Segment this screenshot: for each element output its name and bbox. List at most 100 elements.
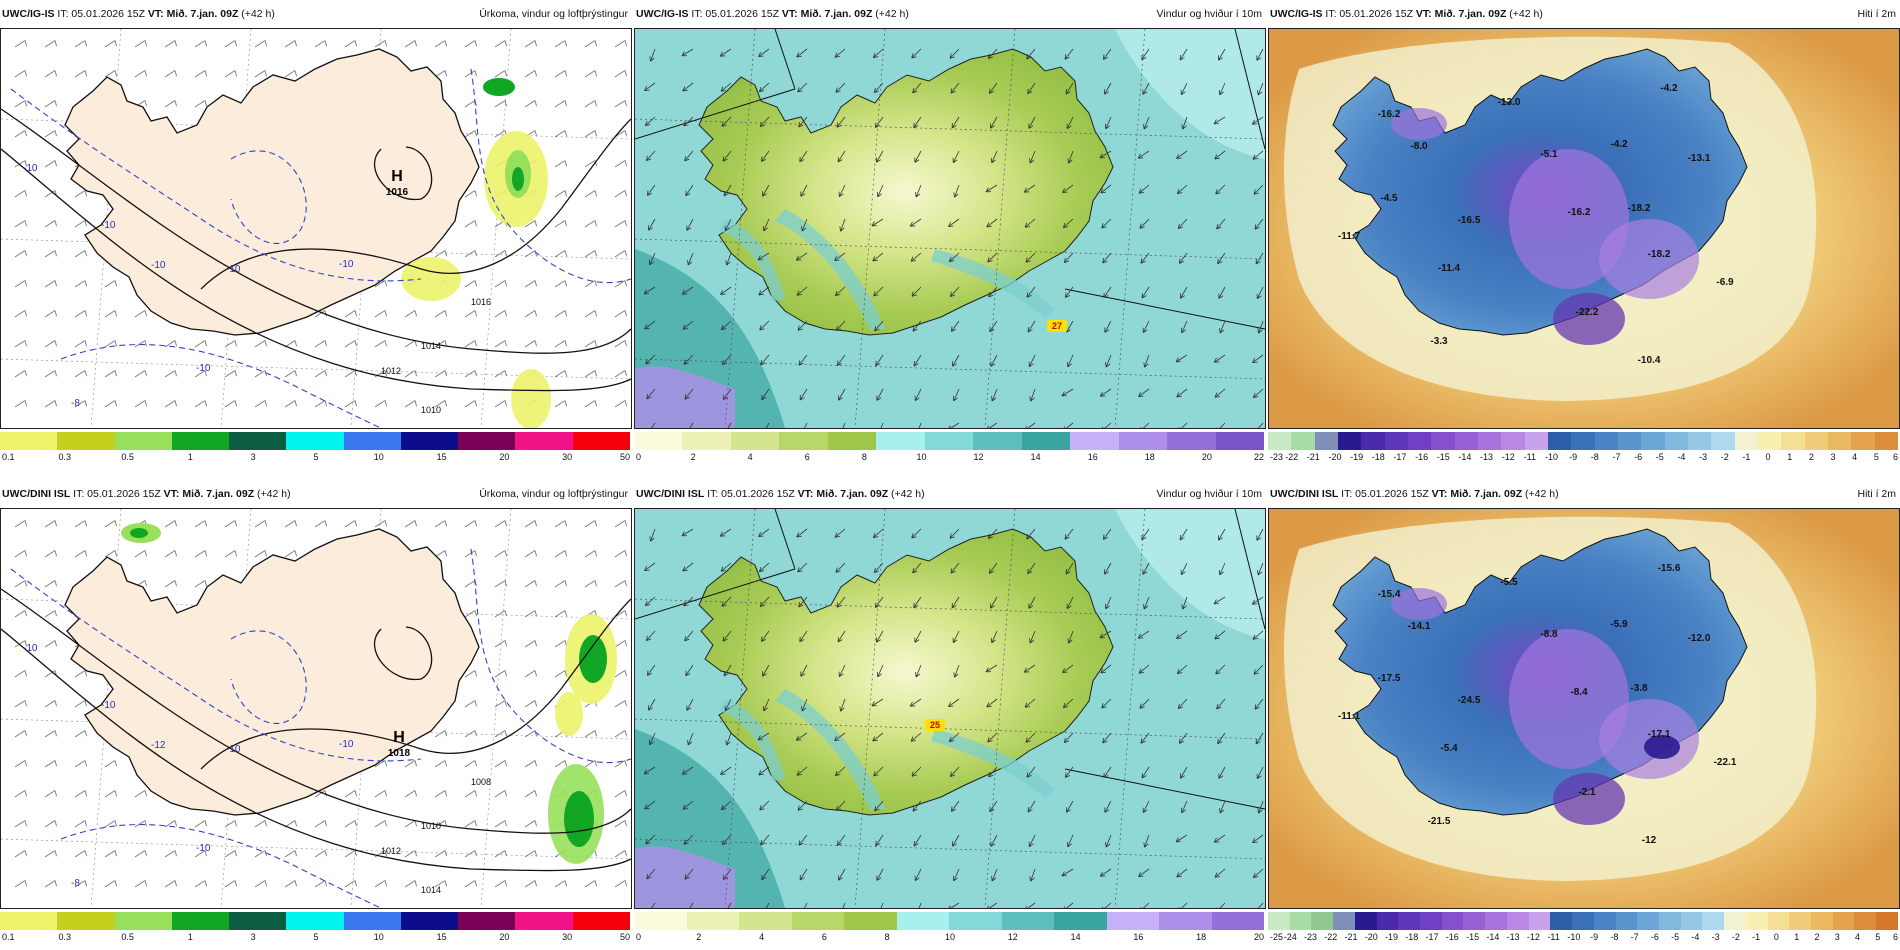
isotherm-label: -10 — [339, 259, 354, 270]
colorbar-tick-label: 8 — [884, 932, 890, 942]
temperature-label: -8.8 — [1540, 629, 1558, 640]
colorbar-swatch — [1215, 432, 1265, 450]
colorbar-tick-label: -1 — [1752, 932, 1761, 942]
temperature-map[interactable]: -16.2 -13.0 -4.2 -8.0 -5.1 -4.2 -13.1 -4.5 -16.2… — [1268, 28, 1900, 429]
isotherms — [10, 68, 631, 428]
temperature-map[interactable]: -15.4 -5.5 -15.6 -14.1 -8.8 -5.9 -12.0 -17.5 -8.… — [1268, 508, 1900, 909]
panel-wind-dini: UWC/DINI ISL IT: 05.01.2026 15Z VT: Mið.… — [634, 480, 1266, 945]
colorbar-swatch — [1485, 912, 1507, 930]
temperature-labels: -16.2 -13.0 -4.2 -8.0 -5.1 -4.2 -13.1 -4.5 -16.2… — [1338, 83, 1734, 366]
colorbar-swatch — [1617, 432, 1642, 450]
colorbar-tick-label: 5 — [1875, 932, 1881, 942]
colorbar-tick-label: 15 — [436, 932, 447, 942]
colorbar-tick-label: 5 — [1873, 452, 1879, 462]
colorbar-tick-label: -13 — [1506, 932, 1520, 942]
precip-map[interactable]: -10 -10 -10 -10 -10 -8 -10 1016 1014 1012 1010 H 101… — [0, 28, 632, 429]
colorbar-tick-label: -21 — [1344, 932, 1358, 942]
colorbar-tick-label: 10 — [373, 452, 384, 462]
colorbar-tick-label: 8 — [861, 452, 867, 462]
gust-max-label: 27 — [1052, 321, 1062, 331]
panel-header: UWC/IG-IS IT: 05.01.2026 15Z VT: Mið. 7.… — [634, 0, 1266, 28]
colorbar-tick-label: -13 — [1480, 452, 1494, 462]
colorbar-tick-label: 10 — [916, 452, 927, 462]
colorbar-swatch — [730, 432, 780, 450]
temperature-label: -16.5 — [1458, 215, 1481, 226]
temperature-label: -24.5 — [1458, 695, 1481, 706]
colorbar-swatch — [1501, 432, 1525, 450]
wind-arrows — [643, 528, 1264, 908]
colorbar-tick-label: -9 — [1569, 452, 1578, 462]
wind-map[interactable]: 27 — [634, 28, 1266, 429]
temperature-label: -5.5 — [1500, 577, 1518, 588]
colorbar-tick-label: 14 — [1030, 452, 1041, 462]
panel-temp-igis: UWC/IG-IS IT: 05.01.2026 15Z VT: Mið. 7.… — [1268, 0, 1900, 465]
lead-time: (+42 h) — [241, 8, 275, 20]
colorbar-tick-label: 6 — [1892, 932, 1898, 942]
colorbar-swatch — [458, 432, 516, 450]
colorbar-tick-label: -14 — [1458, 452, 1472, 462]
colorbar-swatch — [1070, 432, 1119, 450]
colorbar-tick-label: 0.1 — [2, 932, 15, 942]
temperature-label: -11.7 — [1338, 231, 1361, 242]
precip-map[interactable]: -10 -10 -12 -10 -10 -8 -10 1008 1010 1012 1014 H 101… — [0, 508, 632, 909]
colorbar-swatch — [1211, 912, 1264, 930]
wind-map[interactable]: 25 — [634, 508, 1266, 909]
temperature-label: -13.1 — [1688, 153, 1711, 164]
colorbar-swatch — [286, 432, 344, 450]
colorbar-swatch — [1572, 912, 1594, 930]
colorbar-tick-label: -2 — [1720, 452, 1729, 462]
colorbar-tick-label: 20 — [1253, 932, 1264, 942]
temperature-label: -15.6 — [1658, 563, 1681, 574]
colorbar-swatch — [1571, 432, 1595, 450]
model-label: UWC/DINI ISL — [1270, 488, 1339, 500]
panel-title: Hiti í 2m — [1857, 8, 1896, 20]
panel-wind-igis: UWC/IG-IS IT: 05.01.2026 15Z VT: Mið. 7.… — [634, 0, 1266, 465]
colorbar-tick-label: 0.5 — [121, 932, 134, 942]
colorbar-tick-label: -8 — [1590, 452, 1599, 462]
temperature-label: -22.2 — [1576, 307, 1599, 318]
region-borders — [635, 29, 1265, 330]
colorbar-swatch — [1398, 912, 1421, 930]
isobar-label: 1012 — [381, 846, 401, 856]
colorbar-tick-label: 0 — [636, 452, 642, 462]
colorbar-swatch — [1594, 432, 1618, 450]
colorbar-tick-label: 14 — [1070, 932, 1081, 942]
colorbar-tick-label: -11 — [1547, 932, 1560, 942]
colorbar-tick-label: 0.3 — [58, 932, 72, 942]
colorbar-swatch — [1687, 432, 1712, 450]
colorbar-swatch — [229, 912, 287, 930]
colorbar-tick-label: 16 — [1133, 932, 1144, 942]
init-time: IT: 05.01.2026 15Z — [73, 488, 161, 500]
colorbar-swatch — [827, 432, 877, 450]
colorbar-swatch — [682, 432, 731, 450]
colorbar-swatch — [1021, 432, 1071, 450]
colorbar-swatch — [286, 912, 344, 930]
colorbar-tick-label: 15 — [436, 452, 447, 462]
pressure-center: H 1018 — [388, 729, 411, 759]
map-svg: -15.4 -5.5 -15.6 -14.1 -8.8 -5.9 -12.0 -17.5 -8.… — [1269, 509, 1899, 908]
colorbar-swatch — [1528, 912, 1551, 930]
temperature-label: -18.2 — [1648, 249, 1671, 260]
colorbar-tick-label: -20 — [1364, 932, 1378, 942]
colorbar-tick-label: -20 — [1328, 452, 1342, 462]
colorbar-tick-label: -16 — [1445, 932, 1459, 942]
colorbar-tick-label: 30 — [562, 452, 573, 462]
colorbar-tick-label: -12 — [1526, 932, 1540, 942]
colorbar-tick-label: -1 — [1742, 452, 1751, 462]
pressure-center-value: 1016 — [386, 187, 409, 198]
colorbar-swatch — [973, 432, 1022, 450]
colorbar-swatch — [57, 432, 115, 450]
temperature-label: -17.1 — [1648, 729, 1671, 740]
colorbar-swatch — [1454, 432, 1478, 450]
panel-title: Hiti í 2m — [1857, 488, 1896, 500]
colorbar-tick-label: 12 — [973, 452, 984, 462]
colorbar-swatch — [572, 912, 630, 930]
iceland-landmass — [64, 48, 480, 336]
init-time: IT: 05.01.2026 15Z — [1325, 8, 1413, 20]
colorbar-swatch — [1311, 912, 1334, 930]
temperature-label: -3.8 — [1630, 683, 1648, 694]
colorbar-tick-label: -22 — [1285, 452, 1299, 462]
panel-title: Vindur og hviður í 10m — [1156, 8, 1262, 20]
map-svg: -16.2 -13.0 -4.2 -8.0 -5.1 -4.2 -13.1 -4.5 -16.2… — [1269, 29, 1899, 428]
colorbar-swatch — [1420, 912, 1442, 930]
